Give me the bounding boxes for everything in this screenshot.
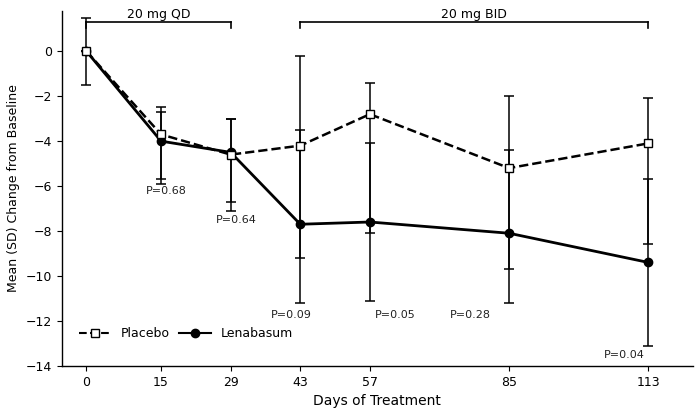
Legend: Placebo, Lenabasum: Placebo, Lenabasum [74,322,298,345]
Y-axis label: Mean (SD) Change from Baseline: Mean (SD) Change from Baseline [7,84,20,292]
Text: P=0.68: P=0.68 [146,186,187,196]
Text: P=0.28: P=0.28 [449,310,491,320]
Text: P=0.05: P=0.05 [374,310,416,320]
Text: P=0.04: P=0.04 [603,350,645,360]
Text: P=0.09: P=0.09 [270,310,312,320]
Text: 20 mg BID: 20 mg BID [441,8,508,21]
Text: P=0.64: P=0.64 [216,215,257,225]
X-axis label: Days of Treatment: Days of Treatment [314,394,441,408]
Text: 20 mg QD: 20 mg QD [127,8,190,21]
